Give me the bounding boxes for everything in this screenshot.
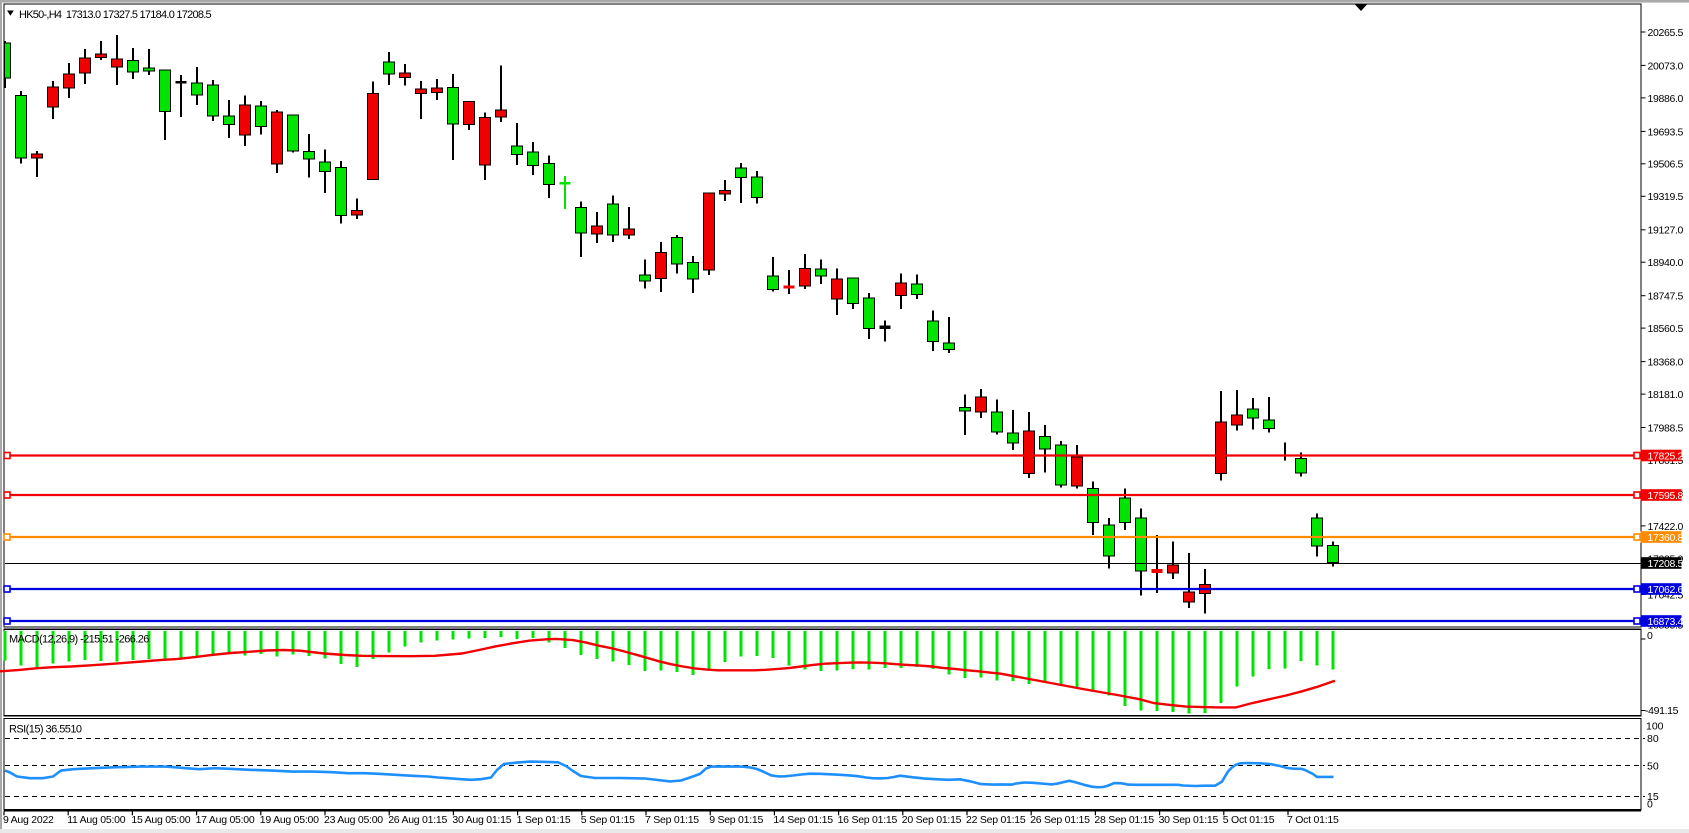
svg-text:11 Aug 05:00: 11 Aug 05:00: [67, 814, 126, 826]
svg-text:19319.5: 19319.5: [1648, 191, 1684, 203]
svg-text:17595.8: 17595.8: [1648, 490, 1684, 502]
svg-text:80: 80: [1647, 733, 1659, 745]
svg-text:26 Sep 01:15: 26 Sep 01:15: [1030, 814, 1090, 826]
svg-text:50: 50: [1647, 761, 1659, 773]
svg-text:17422.0: 17422.0: [1648, 521, 1684, 533]
svg-text:15 Aug 05:00: 15 Aug 05:00: [131, 814, 190, 826]
svg-text:20265.5: 20265.5: [1648, 27, 1684, 39]
svg-text:5 Oct 01:15: 5 Oct 01:15: [1223, 814, 1275, 826]
svg-text:17208.5: 17208.5: [1648, 558, 1684, 570]
svg-text:30 Sep 01:15: 30 Sep 01:15: [1159, 814, 1219, 826]
svg-text:9 Aug 2022: 9 Aug 2022: [3, 814, 54, 826]
svg-text:18747.5: 18747.5: [1648, 291, 1684, 303]
svg-text:14 Sep 01:15: 14 Sep 01:15: [773, 814, 833, 826]
svg-text:16 Sep 01:15: 16 Sep 01:15: [838, 814, 898, 826]
svg-text:15: 15: [1647, 791, 1659, 803]
svg-text:23 Aug 05:00: 23 Aug 05:00: [324, 814, 383, 826]
svg-text:17988.5: 17988.5: [1648, 422, 1684, 434]
svg-text:16873.4: 16873.4: [1648, 616, 1684, 628]
svg-text:7 Oct 01:15: 7 Oct 01:15: [1287, 814, 1339, 826]
svg-text:20 Sep 01:15: 20 Sep 01:15: [902, 814, 962, 826]
svg-text:17825.2: 17825.2: [1648, 450, 1684, 462]
svg-text:HK50-,H4 17313.0 17327.5 1718: HK50-,H4 17313.0 17327.5 17184.0 17208.5: [19, 9, 212, 21]
svg-text:7 Sep 01:15: 7 Sep 01:15: [645, 814, 699, 826]
svg-text:17062.6: 17062.6: [1648, 584, 1684, 596]
svg-text:19127.0: 19127.0: [1648, 225, 1684, 237]
svg-text:17 Aug 05:00: 17 Aug 05:00: [196, 814, 255, 826]
svg-text:-491.15: -491.15: [1645, 705, 1679, 717]
svg-text:9 Sep 01:15: 9 Sep 01:15: [709, 814, 763, 826]
svg-text:100: 100: [1646, 721, 1664, 733]
svg-text:0: 0: [1647, 799, 1653, 811]
svg-text:1 Sep 01:15: 1 Sep 01:15: [517, 814, 571, 826]
svg-text:19 Aug 05:00: 19 Aug 05:00: [260, 814, 319, 826]
svg-text:19506.5: 19506.5: [1648, 159, 1684, 171]
svg-text:18368.0: 18368.0: [1648, 357, 1684, 369]
svg-text:22 Sep 01:15: 22 Sep 01:15: [966, 814, 1026, 826]
svg-text:5 Sep 01:15: 5 Sep 01:15: [581, 814, 635, 826]
svg-text:18181.0: 18181.0: [1648, 389, 1684, 401]
svg-text:18940.0: 18940.0: [1648, 257, 1684, 269]
svg-text:19693.5: 19693.5: [1648, 126, 1684, 138]
svg-text:RSI(15) 36.5510: RSI(15) 36.5510: [9, 724, 82, 736]
svg-text:28 Sep 01:15: 28 Sep 01:15: [1094, 814, 1154, 826]
svg-text:19886.0: 19886.0: [1648, 93, 1684, 105]
svg-text:20073.0: 20073.0: [1648, 60, 1684, 72]
svg-text:MACD(12,26,9) -215.51 -266.26: MACD(12,26,9) -215.51 -266.26: [9, 634, 149, 646]
svg-text:26 Aug 01:15: 26 Aug 01:15: [388, 814, 447, 826]
svg-text:17360.8: 17360.8: [1648, 532, 1684, 544]
svg-text:30 Aug 01:15: 30 Aug 01:15: [452, 814, 511, 826]
svg-text:0: 0: [1647, 630, 1653, 642]
svg-text:18560.5: 18560.5: [1648, 323, 1684, 335]
